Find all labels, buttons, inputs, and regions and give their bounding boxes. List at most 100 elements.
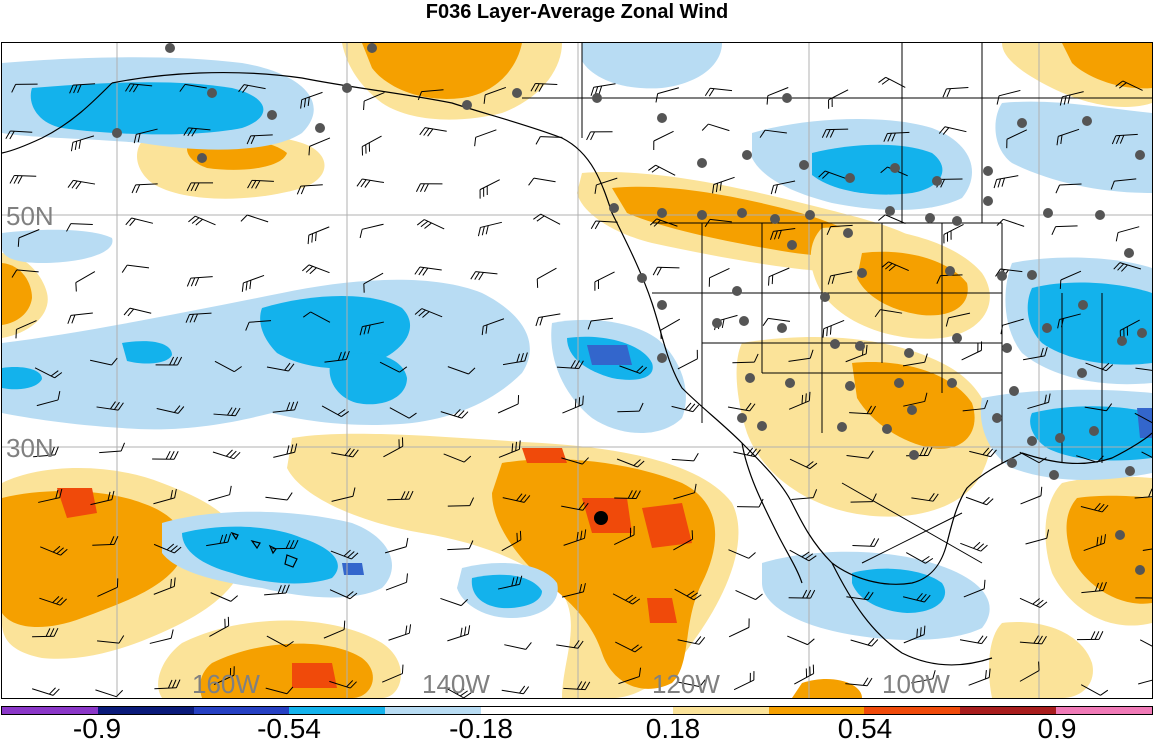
station-dot (737, 208, 747, 218)
lon-label-100w: 100W (882, 669, 950, 698)
wind-barb (942, 88, 968, 98)
station-dot (732, 286, 742, 296)
station-dot (697, 210, 707, 220)
station-dot (1137, 328, 1147, 338)
wind-barb (529, 177, 556, 189)
station-dot (1095, 210, 1105, 220)
station-dot (1077, 368, 1087, 378)
wind-barb (417, 218, 444, 236)
station-dot (1135, 150, 1145, 160)
lat-label-50n: 50N (6, 201, 54, 231)
contour-negative-alaska-core (31, 82, 264, 134)
wind-barb (997, 218, 1024, 234)
wind-barb (1136, 669, 1152, 684)
station-dot (820, 292, 830, 302)
wind-barb (966, 490, 993, 506)
station-dot (945, 266, 955, 276)
wind-barb (152, 451, 178, 459)
station-dot (1135, 565, 1145, 575)
station-dot (1082, 116, 1092, 126)
contour-positive-central-peak-3 (647, 598, 677, 623)
station-dot (267, 110, 277, 120)
contour-positive-south-peak (292, 663, 337, 688)
wind-barb (477, 222, 504, 236)
station-dot (1125, 466, 1135, 476)
station-dot (845, 173, 855, 183)
station-dot (367, 43, 377, 53)
station-dot (592, 93, 602, 103)
map-panel[interactable]: 50N 30N 160W 140W 120W 100W (1, 42, 1153, 699)
station-dot (1007, 458, 1017, 468)
wind-barb (445, 625, 472, 641)
station-dot (843, 228, 853, 238)
wind-barb (504, 637, 531, 650)
wind-barb (657, 319, 684, 339)
station-dot (932, 176, 942, 186)
station-dot (882, 424, 892, 434)
station-dot (657, 353, 667, 363)
station-dot (947, 378, 957, 388)
station-dot (697, 158, 707, 168)
contour-positive-central-peak-4 (522, 448, 567, 463)
station-dot (770, 214, 780, 224)
wind-barb (587, 132, 613, 140)
contour-negative-northeast (582, 43, 722, 88)
wind-barb (265, 489, 292, 500)
station-dot (657, 208, 667, 218)
station-dot (1027, 270, 1037, 280)
wind-barb (386, 624, 413, 640)
wind-barb (472, 130, 499, 146)
wind-barb (122, 265, 149, 276)
station-dot (782, 93, 792, 103)
station-dot (805, 210, 815, 220)
wind-barb (67, 313, 94, 324)
station-dot (1002, 343, 1012, 353)
station-dot (609, 203, 619, 213)
wind-barb (1077, 631, 1103, 639)
station-dot (904, 348, 914, 358)
station-dot (165, 43, 175, 53)
wind-barb (187, 277, 214, 287)
station-dot (512, 88, 522, 98)
wind-barb (878, 75, 905, 94)
station-dot (197, 153, 207, 163)
station-dot (997, 271, 1007, 281)
lon-label-120w: 120W (652, 669, 720, 698)
wind-barb (188, 215, 215, 233)
map-canvas: 50N 30N 160W 140W 120W 100W (2, 43, 1152, 698)
station-dot (742, 150, 752, 160)
station-dot (837, 422, 847, 432)
wind-barb (1140, 633, 1152, 652)
lon-label-160w: 160W (192, 669, 260, 698)
contour-positive-se-bottom (989, 622, 1093, 698)
wind-barb (852, 538, 878, 547)
wind-barb (68, 180, 95, 192)
wind-barb (966, 669, 993, 686)
wind-barb (702, 123, 729, 138)
station-dot (952, 333, 962, 343)
wind-barb (502, 682, 529, 694)
wind-barb (132, 184, 158, 193)
contour-positive-gulf (792, 679, 862, 698)
station-dot (657, 300, 667, 310)
colorbar-label: -0.9 (73, 714, 121, 743)
station-dot (830, 339, 840, 349)
wind-barb (415, 266, 442, 277)
wind-barb (706, 268, 733, 286)
lon-label-140w: 140W (422, 669, 490, 698)
wind-barb (736, 583, 763, 601)
station-dot (983, 196, 993, 206)
station-dot (1117, 336, 1127, 346)
wind-barb (206, 486, 233, 501)
lat-label-30n: 30N (6, 433, 54, 463)
wind-barb (471, 271, 498, 282)
station-dot (1049, 470, 1059, 480)
wind-barb (359, 136, 386, 155)
station-dot (1027, 436, 1037, 446)
station-dot (799, 160, 809, 170)
wind-barb (590, 84, 617, 96)
station-dot (112, 128, 122, 138)
wind-barb (1052, 226, 1078, 235)
wind-barb (820, 320, 847, 337)
